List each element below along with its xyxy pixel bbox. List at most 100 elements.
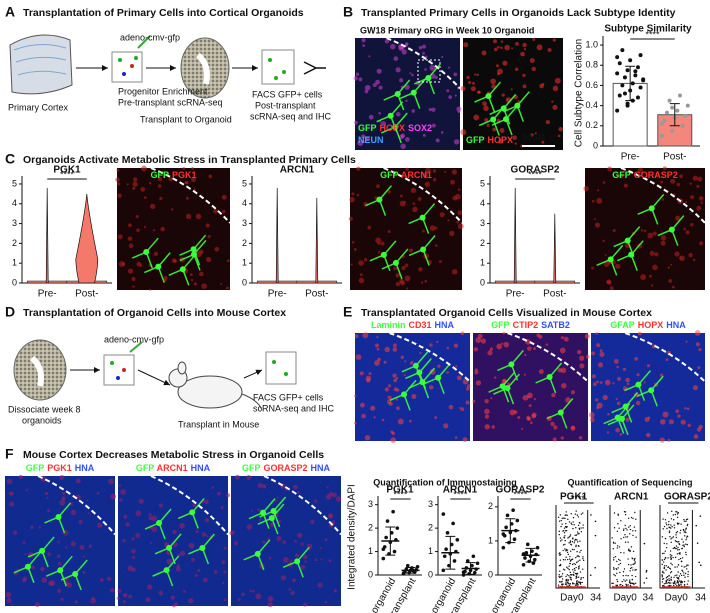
data-point bbox=[633, 73, 638, 78]
strip-dot bbox=[575, 575, 577, 577]
micrograph-speck bbox=[364, 84, 371, 91]
strip-dot bbox=[561, 573, 564, 575]
strip-dot bbox=[575, 577, 577, 579]
x-tick-label: Day0 bbox=[665, 593, 689, 604]
strip-dot bbox=[626, 529, 628, 531]
micrograph-speck bbox=[261, 484, 267, 489]
strip-dot bbox=[685, 565, 687, 568]
micrograph-speck bbox=[665, 358, 669, 362]
micrograph-speck bbox=[671, 285, 675, 289]
strip-dot bbox=[563, 517, 565, 519]
data-point bbox=[622, 91, 627, 96]
micrograph-speck bbox=[625, 377, 630, 383]
strip-dot bbox=[631, 574, 633, 577]
diagram-text: organoids bbox=[22, 415, 62, 425]
axis bbox=[609, 505, 652, 589]
micrograph-speck bbox=[269, 522, 274, 527]
data-point bbox=[667, 98, 672, 103]
y-tick-label: 0.2 bbox=[585, 120, 598, 130]
diagram-text: adeno-cmv-gfp bbox=[104, 334, 164, 344]
strip-dot bbox=[624, 580, 626, 582]
micrograph-speck bbox=[353, 394, 357, 398]
micrograph-speck bbox=[160, 226, 165, 232]
strip-dot bbox=[570, 512, 572, 515]
micrograph-speck bbox=[148, 516, 153, 521]
strip-dot bbox=[627, 517, 630, 520]
data-point bbox=[535, 545, 540, 550]
strip-dot bbox=[671, 554, 673, 557]
micrograph-speck bbox=[463, 42, 469, 48]
micrograph-speck bbox=[468, 80, 472, 85]
micrograph-speck bbox=[138, 498, 144, 504]
micrograph-speck bbox=[675, 215, 681, 221]
micrograph-speck bbox=[425, 167, 431, 174]
micrograph-speck bbox=[660, 234, 667, 241]
micrograph-speck bbox=[522, 84, 527, 89]
micrograph-speck bbox=[22, 578, 27, 583]
micrograph-speck bbox=[501, 93, 505, 97]
micrograph-speck bbox=[429, 64, 436, 71]
axis bbox=[489, 176, 580, 284]
micrograph-speck bbox=[351, 241, 355, 244]
micrograph-speck bbox=[393, 56, 399, 61]
strip-dot bbox=[680, 581, 682, 584]
micrograph-speck bbox=[460, 407, 465, 412]
y-tick-label: 5 bbox=[12, 178, 17, 188]
micrograph-soma bbox=[392, 123, 399, 130]
micrograph-speck bbox=[435, 138, 440, 143]
micrograph-speck bbox=[667, 438, 671, 443]
micrograph-speck bbox=[429, 368, 436, 375]
strip-dot bbox=[673, 527, 676, 529]
micrograph-speck bbox=[453, 139, 460, 145]
strip-dot bbox=[668, 520, 670, 523]
diagram-text: Transplant to Organoid bbox=[140, 114, 232, 124]
micrograph-speck bbox=[107, 576, 112, 582]
micrograph-speck bbox=[646, 364, 651, 368]
y-tick-label: 3 bbox=[12, 218, 17, 228]
micrograph-speck bbox=[13, 530, 18, 535]
strip-dot bbox=[627, 563, 630, 566]
chart-title: GORASP2 bbox=[496, 485, 545, 496]
significance: **** bbox=[528, 169, 543, 179]
stain-word: GFAP bbox=[610, 320, 635, 330]
stain-label: GFP ARCN1 bbox=[380, 170, 432, 180]
strip-dot bbox=[630, 516, 633, 519]
significance: **** bbox=[60, 169, 75, 179]
micrograph-speck bbox=[127, 268, 134, 274]
micrograph-speck bbox=[560, 367, 567, 374]
strip-dot bbox=[575, 534, 578, 536]
panel-letter: A bbox=[5, 4, 15, 20]
micrograph-soma bbox=[387, 112, 394, 119]
micrograph-speck bbox=[456, 220, 459, 224]
micrograph-speck bbox=[319, 546, 322, 550]
strip-dot bbox=[679, 532, 681, 534]
strip-dot bbox=[680, 580, 683, 582]
micrograph-speck bbox=[680, 419, 686, 425]
micrograph-speck bbox=[645, 432, 651, 438]
data-point bbox=[524, 551, 529, 555]
micrograph bbox=[353, 37, 462, 150]
micrograph-speck bbox=[44, 491, 49, 496]
diagram-text: Dissociate week 8 bbox=[8, 404, 81, 414]
strip-dot bbox=[565, 583, 567, 586]
diagram-text: FACS GFP+ cells bbox=[252, 89, 323, 99]
y-tick-label: 1 bbox=[480, 258, 485, 268]
micrograph-speck bbox=[229, 530, 234, 536]
micrograph-speck bbox=[637, 167, 644, 174]
micrograph-speck bbox=[685, 230, 690, 235]
micrograph-soma bbox=[624, 237, 631, 244]
data-point bbox=[515, 518, 520, 523]
micrograph-speck bbox=[96, 491, 100, 495]
micrograph-speck bbox=[131, 276, 136, 282]
micrograph-speck bbox=[375, 237, 382, 244]
micrograph-speck bbox=[437, 364, 441, 368]
data-point bbox=[501, 532, 506, 536]
micrograph-speck bbox=[679, 174, 684, 179]
strip-dot bbox=[573, 524, 575, 526]
significance: **** bbox=[571, 493, 586, 503]
strip-dot bbox=[575, 556, 577, 559]
strip-dot bbox=[672, 547, 674, 550]
strip-dot bbox=[665, 569, 667, 571]
micrograph-speck bbox=[31, 565, 35, 570]
strip-dot bbox=[616, 572, 618, 574]
